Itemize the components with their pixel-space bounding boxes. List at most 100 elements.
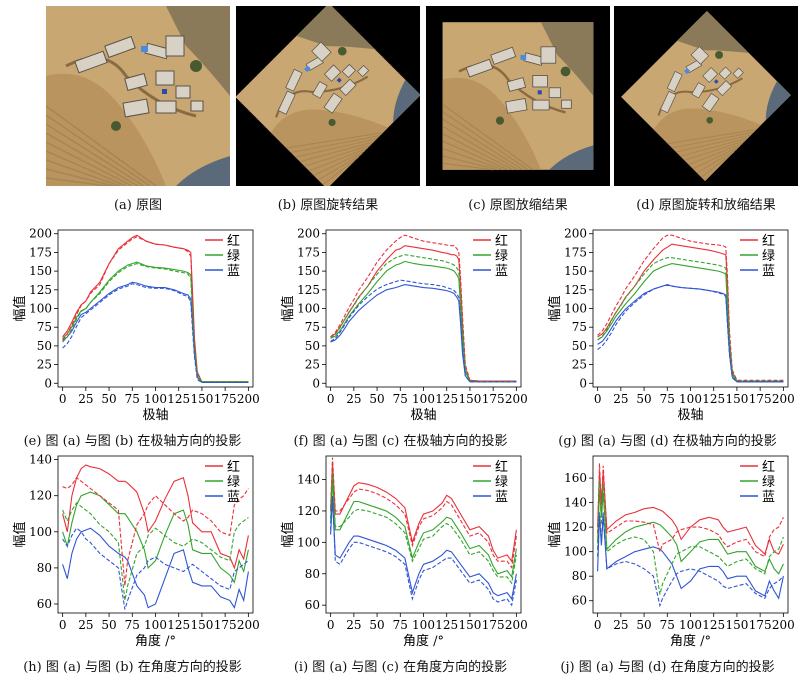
- x-tick-label: 200: [237, 618, 260, 632]
- photo-caption-a: (a) 原图: [113, 198, 163, 213]
- x-axis-label: 极轴: [677, 408, 703, 423]
- building: [659, 90, 677, 114]
- y-tick-label: 50: [305, 339, 320, 353]
- legend-label: 绿: [495, 249, 508, 264]
- y-tick-label: 200: [564, 227, 587, 241]
- legend-label: 红: [762, 459, 775, 475]
- x-tick-label: 200: [505, 392, 528, 406]
- furrow: [667, 129, 757, 145]
- y-tick-label: 100: [29, 302, 52, 316]
- x-tick-label: 50: [636, 392, 651, 406]
- x-tick-label: 200: [505, 618, 528, 632]
- series-line: [62, 527, 249, 609]
- legend-label: 绿: [762, 249, 775, 264]
- chart-f: 0 25 50 75 100 125 150 175 200025507510012515017…: [280, 227, 528, 423]
- furrow: [299, 141, 374, 163]
- building: [165, 35, 185, 57]
- legend-label: 绿: [495, 475, 508, 490]
- building: [122, 98, 150, 118]
- x-tick-label: 150: [190, 392, 213, 406]
- building: [716, 80, 733, 96]
- y-tick-label: 200: [29, 227, 52, 241]
- y-tick-label: 50: [37, 339, 52, 353]
- furrow: [442, 118, 524, 171]
- legend-label: 蓝: [495, 264, 508, 279]
- photo-rotated: [236, 6, 420, 186]
- building: [666, 71, 683, 93]
- furrow: [442, 103, 534, 171]
- x-axis-label: 极轴: [410, 408, 436, 423]
- series-line: [62, 236, 249, 383]
- series-line: [62, 476, 249, 586]
- furrow: [442, 125, 519, 171]
- y-tick-label: 0: [44, 376, 52, 390]
- y-tick-label: 25: [305, 358, 320, 372]
- building: [74, 50, 108, 74]
- y-tick-label: 50: [572, 339, 587, 353]
- chart-caption-f: (f) 图 (a) 与图 (c) 在极轴方向的投影: [293, 434, 508, 449]
- x-axis-label: 角度 /°: [670, 633, 711, 649]
- x-tick-label: 175: [749, 618, 772, 632]
- y-axis-label: 幅值: [547, 295, 563, 321]
- building: [357, 64, 370, 78]
- x-tick-label: 25: [78, 618, 93, 632]
- furrow: [46, 132, 139, 186]
- furrow: [46, 177, 109, 186]
- y-tick-label: 175: [29, 245, 52, 259]
- x-tick-label: 150: [458, 392, 481, 406]
- furrow: [46, 123, 145, 186]
- photo-caption-b: (b) 原图旋转结果: [277, 198, 379, 213]
- x-tick-label: 50: [636, 618, 651, 632]
- x-tick-label: 0: [59, 392, 67, 406]
- series-line: [597, 284, 784, 383]
- furrow: [684, 140, 746, 161]
- building: [505, 98, 528, 114]
- chart-g: 0 25 50 75 100 125 150 175 200025507510012515017…: [547, 227, 795, 423]
- x-tick-label: 0: [327, 392, 335, 406]
- y-tick-label: 75: [37, 320, 52, 334]
- aerial-image: [46, 6, 230, 186]
- slope: [540, 22, 594, 96]
- slope: [296, 6, 375, 50]
- x-tick-label: 125: [435, 618, 458, 632]
- y-tick-label: 80: [37, 561, 52, 575]
- x-tick-label: 25: [346, 618, 361, 632]
- x-tick-label: 25: [78, 392, 93, 406]
- x-tick-label: 0: [327, 618, 335, 632]
- pond: [176, 156, 230, 186]
- x-tick-label: 75: [660, 392, 675, 406]
- tree: [190, 60, 202, 72]
- tree: [706, 116, 714, 124]
- furrow: [696, 148, 738, 174]
- series-line: [597, 514, 784, 600]
- x-axis-label: 极轴: [142, 408, 168, 423]
- x-tick-label: 125: [435, 392, 458, 406]
- y-tick-label: 140: [297, 473, 320, 487]
- furrow: [322, 156, 359, 186]
- blue-tarp: [162, 89, 167, 94]
- furrow: [295, 138, 377, 158]
- series-line: [597, 257, 784, 382]
- building: [532, 99, 550, 111]
- series-line: [597, 471, 784, 556]
- building: [490, 46, 517, 65]
- series-line: [597, 284, 784, 383]
- series-line: [62, 464, 249, 570]
- x-tick-label: 100: [412, 618, 435, 632]
- x-tick-label: 100: [144, 618, 167, 632]
- aerial-image: [236, 6, 420, 186]
- aerial-image: [426, 6, 610, 186]
- blue-tarp: [713, 79, 719, 84]
- chart-caption-j: (j) 图 (a) 与图 (d) 在角度方向的投影: [560, 660, 775, 675]
- chart-caption-i: (i) 图 (a) 与图 (c) 在角度方向的投影: [293, 660, 508, 675]
- furrow: [692, 145, 740, 170]
- series-line: [62, 527, 249, 610]
- tree: [111, 121, 121, 131]
- series-line: [597, 463, 784, 558]
- photo-rotated-scaled: [614, 6, 798, 186]
- building: [155, 100, 177, 114]
- building: [465, 58, 494, 78]
- furrow: [46, 141, 133, 186]
